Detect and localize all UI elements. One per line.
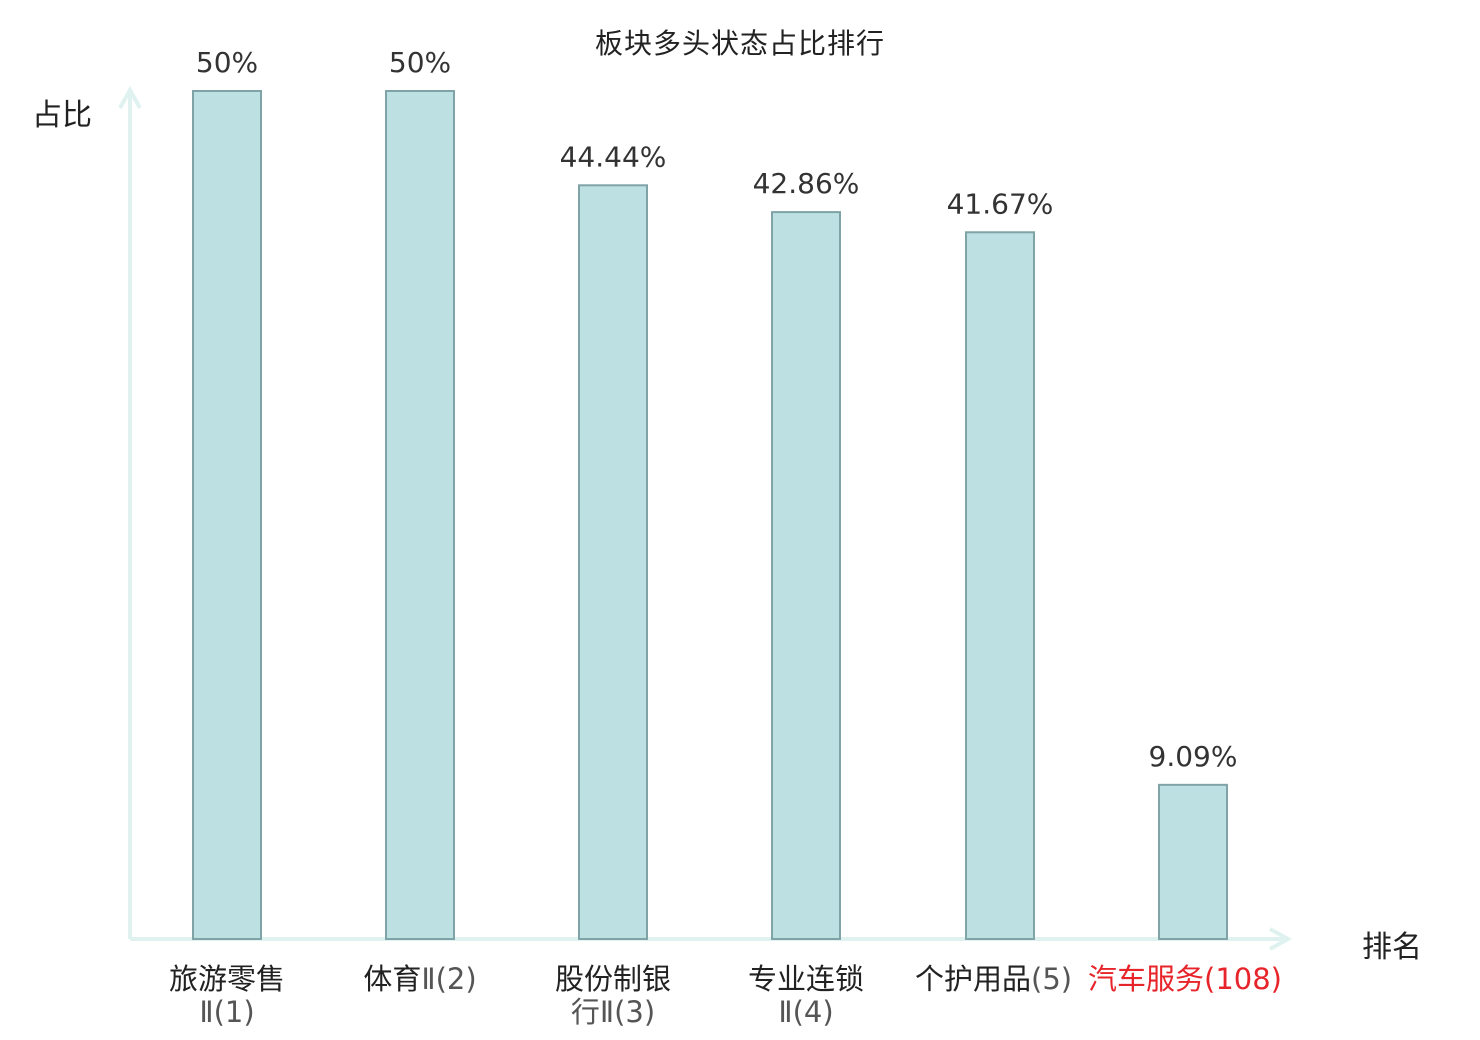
y-axis-label: 占比 [32,98,92,133]
category-label: 旅游零售 Ⅱ(1) [142,963,312,1029]
value-label: 50% [389,46,451,79]
bar [1158,783,1228,941]
category-name: 个护用品 [915,962,1032,996]
category-rank: (108) [1204,962,1282,996]
value-label: 44.44% [560,140,667,173]
category-name: 股份制银 [554,962,671,996]
bar [385,90,455,940]
category-label: 汽车服务(108) [1088,963,1328,996]
category-name: 专业连锁 [747,962,864,996]
value-label: 9.09% [1149,740,1238,773]
axes [118,85,1293,951]
category-rank: (5) [1031,962,1073,996]
category-rank: Ⅱ(2) [421,962,477,996]
bar [578,184,648,940]
x-axis-arrow [1269,927,1293,951]
bar [965,231,1035,940]
value-labels-group: 50% 50% 44.44% 42.86% 41.67% 9.09% [196,46,1238,773]
category-label: 体育Ⅱ(2) [320,963,520,996]
y-axis-arrow [118,85,142,109]
category-label: 个护用品(5) [915,963,1115,996]
category-rank: Ⅱ(1) [199,995,255,1029]
category-label: 股份制银 行Ⅱ(3) [528,963,698,1029]
category-name: 旅游零售 [168,962,285,996]
x-axis-label: 排名 [1362,930,1422,965]
category-rank: 行Ⅱ(3) [570,995,656,1029]
value-label: 41.67% [947,187,1054,220]
category-label: 专业连锁 Ⅱ(4) [721,963,891,1029]
chart-title: 板块多头状态占比排行 [594,27,885,60]
value-label: 42.86% [753,167,860,200]
category-name: 汽车服务 [1088,962,1205,996]
bar [771,211,841,940]
category-rank: Ⅱ(4) [778,995,834,1029]
bars-group [192,90,1228,941]
value-label: 50% [196,46,258,79]
bar [192,90,262,940]
category-name: 体育 [363,962,422,996]
